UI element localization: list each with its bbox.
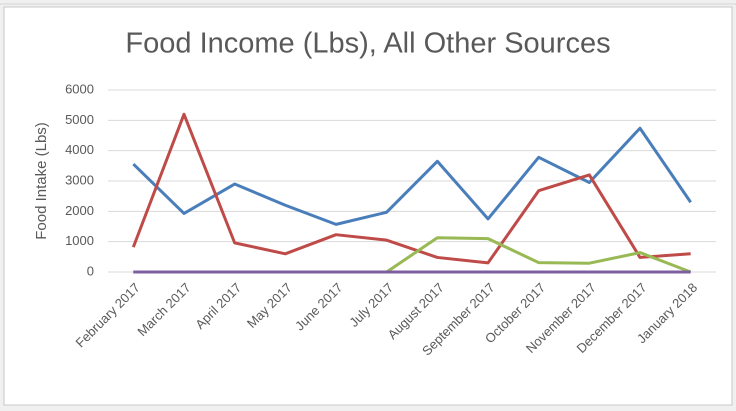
chart-title: Food Income (Lbs), All Other Sources	[125, 28, 610, 60]
y-tick-label: 2000	[65, 203, 94, 218]
y-tick-label: 6000	[65, 81, 94, 96]
series-line	[132, 126, 692, 226]
y-tick-label: 0	[87, 263, 94, 278]
y-axis-label: Food Intake (Lbs)	[33, 122, 50, 240]
y-tick-label: 1000	[65, 233, 94, 248]
y-tick-label: 3000	[65, 172, 94, 187]
y-tick-label: 5000	[65, 112, 94, 127]
series-line	[131, 112, 691, 265]
y-tick-label: 4000	[65, 142, 94, 157]
chart-area	[3, 6, 733, 406]
